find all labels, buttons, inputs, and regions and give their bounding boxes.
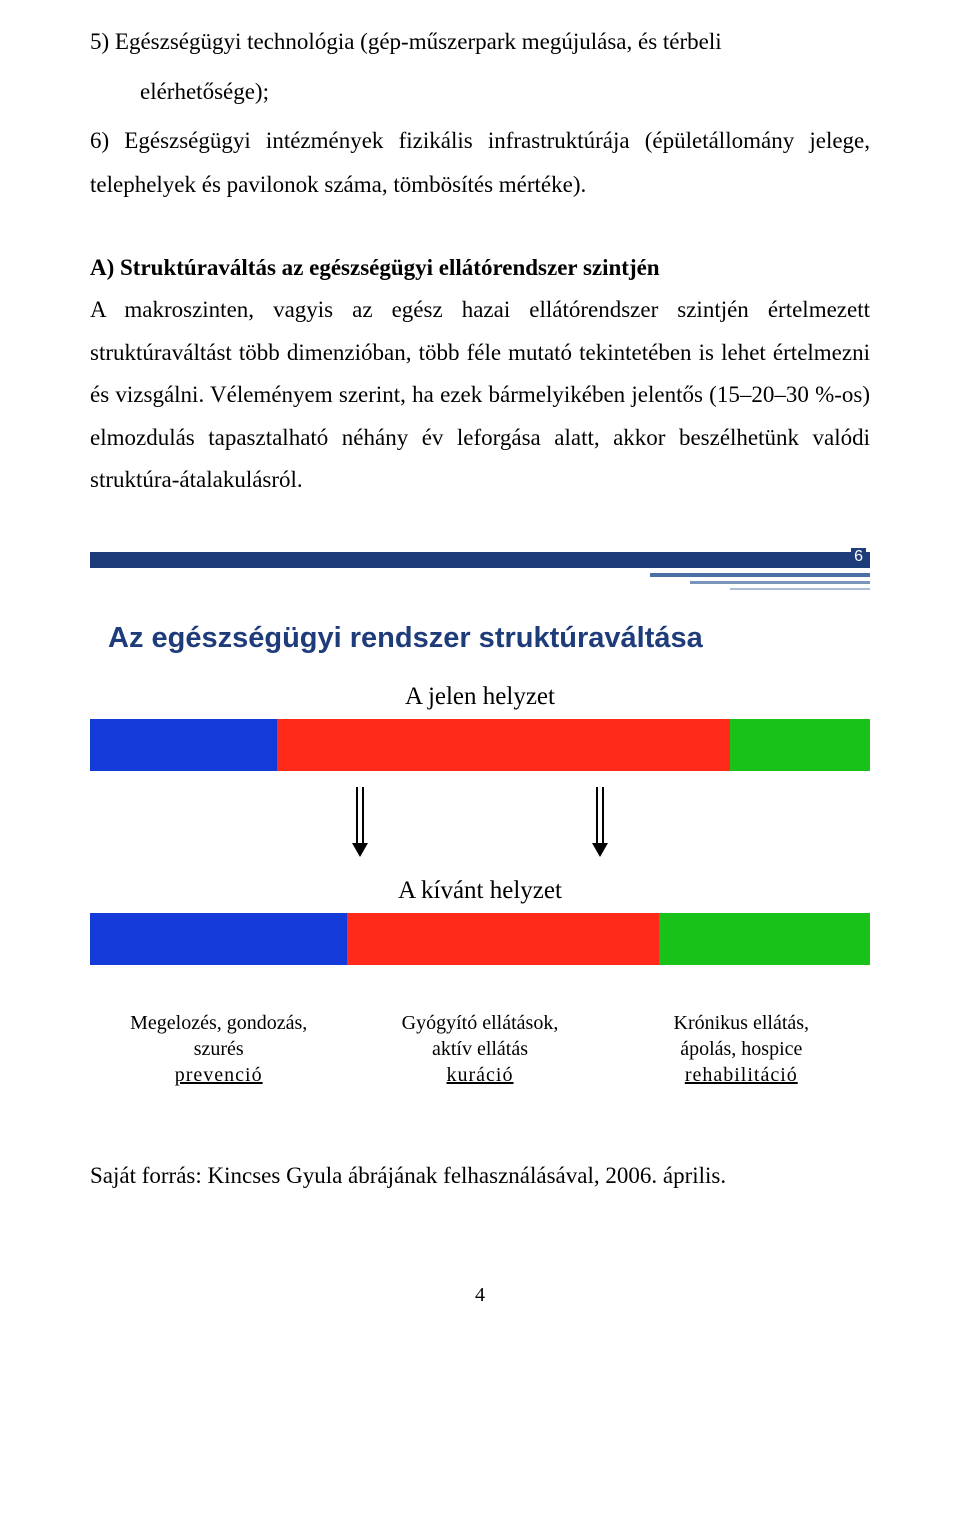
list-item-5-line1: 5) Egészségügyi technológia (gép-műszerp… bbox=[90, 20, 870, 64]
slide-title: Az egészségügyi rendszer struktúraváltás… bbox=[108, 622, 870, 655]
down-arrow-icon bbox=[599, 787, 601, 857]
legend-line: Gyógyító ellátások, bbox=[402, 1012, 559, 1034]
legend-underline: rehabilitáció bbox=[685, 1064, 798, 1086]
bar-target-green bbox=[659, 913, 870, 965]
source-line: Saját forrás: Kincses Gyula ábrájának fe… bbox=[90, 1163, 870, 1189]
legend-line: Megelozés, gondozás, bbox=[130, 1012, 307, 1034]
section-a-body: A makroszinten, vagyis az egész hazai el… bbox=[90, 297, 870, 492]
legend-col-rehab: Krónikus ellátás, ápolás, hospice rehabi… bbox=[613, 1010, 870, 1088]
bar-target bbox=[90, 913, 870, 965]
legend-columns: Megelozés, gondozás, szurés prevenció Gy… bbox=[90, 1010, 870, 1088]
legend-line: ápolás, hospice bbox=[680, 1038, 802, 1060]
legend-col-curation: Gyógyító ellátások, aktív ellátás kuráci… bbox=[351, 1010, 608, 1088]
slide-header-bar: 6 bbox=[90, 552, 870, 590]
bar-current-red bbox=[277, 719, 729, 771]
legend-col-prevention: Megelozés, gondozás, szurés prevenció bbox=[90, 1010, 347, 1088]
bar-target-red bbox=[347, 913, 659, 965]
header-accent-line bbox=[690, 581, 870, 584]
header-accent-line bbox=[730, 588, 870, 590]
down-arrow-icon bbox=[359, 787, 361, 857]
slide-figure: 6 Az egészségügyi rendszer struktúravált… bbox=[90, 552, 870, 1088]
document-page: 5) Egészségügyi technológia (gép-műszerp… bbox=[0, 0, 960, 1536]
legend-line: szurés bbox=[194, 1038, 244, 1060]
legend-line: Krónikus ellátás, bbox=[674, 1012, 810, 1034]
legend-underline: prevenció bbox=[175, 1064, 263, 1086]
bar-target-blue bbox=[90, 913, 347, 965]
list-item-5-line2: elérhetősége); bbox=[90, 70, 870, 114]
caption-target: A kívánt helyzet bbox=[90, 877, 870, 905]
slide-page-number: 6 bbox=[851, 548, 866, 566]
page-number: 4 bbox=[90, 1284, 870, 1307]
bar-current-blue bbox=[90, 719, 277, 771]
legend-underline: kuráció bbox=[447, 1064, 514, 1086]
arrows-row bbox=[90, 771, 870, 867]
header-accent-line bbox=[650, 573, 870, 577]
section-a-heading: A) Struktúraváltás az egészségügyi ellát… bbox=[90, 255, 660, 280]
bar-current bbox=[90, 719, 870, 771]
list-item-6: 6) Egészségügyi intézmények fizikális in… bbox=[90, 119, 870, 206]
legend-line: aktív ellátás bbox=[432, 1038, 528, 1060]
caption-current: A jelen helyzet bbox=[90, 683, 870, 711]
section-a: A) Struktúraváltás az egészségügyi ellát… bbox=[90, 247, 870, 502]
bar-current-green bbox=[730, 719, 870, 771]
